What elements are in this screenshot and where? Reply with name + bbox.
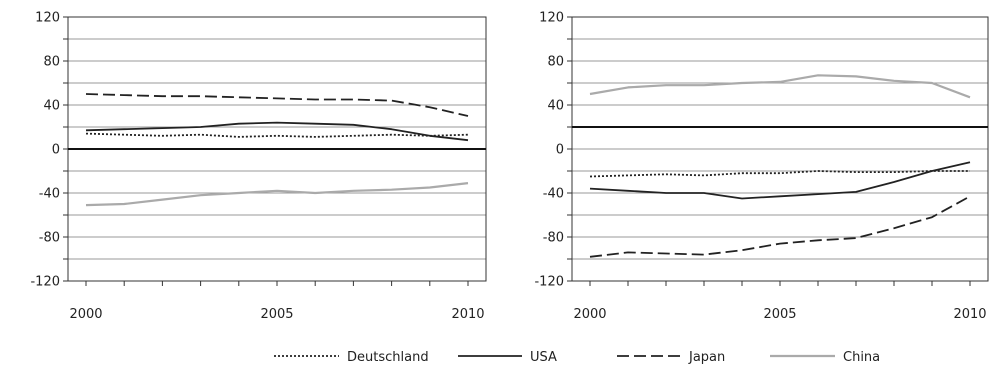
series-line-usa	[589, 161, 971, 200]
series-line-japan	[85, 93, 469, 117]
series-line-usa	[85, 121, 469, 142]
series-line-deutschland	[589, 170, 970, 178]
series-line-japan	[589, 195, 971, 258]
x-tick-label: 2005	[763, 307, 796, 322]
y-tick-label: -120	[534, 275, 564, 290]
y-tick-label: 120	[539, 11, 564, 26]
y-tick-label: 0	[52, 143, 60, 158]
y-tick-label: -80	[543, 231, 564, 246]
legend-label: China	[843, 350, 880, 365]
y-tick-label: 40	[547, 99, 564, 114]
y-tick-label: -80	[39, 231, 60, 246]
x-tick-label: 2005	[260, 307, 293, 322]
series-line-china	[589, 74, 971, 99]
y-tick-label: 80	[547, 55, 564, 70]
y-tick-label: -40	[543, 187, 564, 202]
x-tick-label: 2000	[573, 307, 606, 322]
y-tick-label: 80	[43, 55, 60, 70]
legend-label: USA	[530, 350, 557, 365]
y-tick-label: -40	[39, 187, 60, 202]
x-tick-label: 2010	[451, 307, 484, 322]
y-tick-label: -120	[30, 275, 60, 290]
y-tick-label: 40	[43, 99, 60, 114]
chart-legend: Deutschland USA Japan China	[274, 350, 880, 365]
chart-panel-1: 120 80 40 0 -40 -80 -120 2000 2005 2010	[30, 11, 487, 322]
x-tick-label: 2000	[69, 307, 102, 322]
x-tick-label: 2010	[953, 307, 986, 322]
chart-panel-2: 120 80 40 0 -40 -80 -120 2000 2005 2010	[534, 11, 989, 322]
y-tick-label: 120	[35, 11, 60, 26]
series-line-china	[85, 182, 469, 207]
legend-label: Japan	[688, 350, 725, 365]
legend-label: Deutschland	[347, 350, 429, 365]
series-line-deutschland	[85, 132, 469, 138]
y-tick-label: 0	[556, 143, 564, 158]
